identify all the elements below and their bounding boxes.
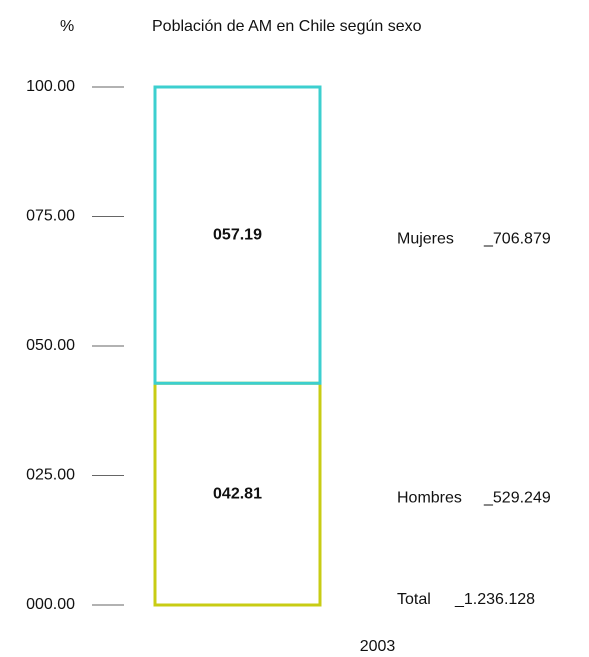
legend-name: Hombres — [397, 489, 462, 506]
bar-segment — [153, 85, 322, 385]
chart-title: Población de AM en Chile según sexo — [152, 18, 422, 35]
total-name: Total — [397, 591, 431, 608]
y-tick-label: 000.00 — [26, 596, 75, 613]
y-tick-label: 050.00 — [26, 337, 75, 354]
y-axis-label: % — [60, 18, 74, 35]
legend-value: _529.249 — [483, 489, 551, 506]
y-tick-label: 025.00 — [26, 467, 75, 484]
total-value: _1.236.128 — [454, 591, 535, 608]
y-tick-label: 075.00 — [26, 208, 75, 225]
y-tick-label: 100.00 — [26, 78, 75, 95]
value-label: 042.81 — [213, 485, 262, 502]
legend-value: _706.879 — [483, 230, 551, 247]
legend-name: Mujeres — [397, 230, 454, 247]
value-label: 057.19 — [213, 226, 262, 243]
x-tick-label: 2003 — [360, 638, 396, 655]
